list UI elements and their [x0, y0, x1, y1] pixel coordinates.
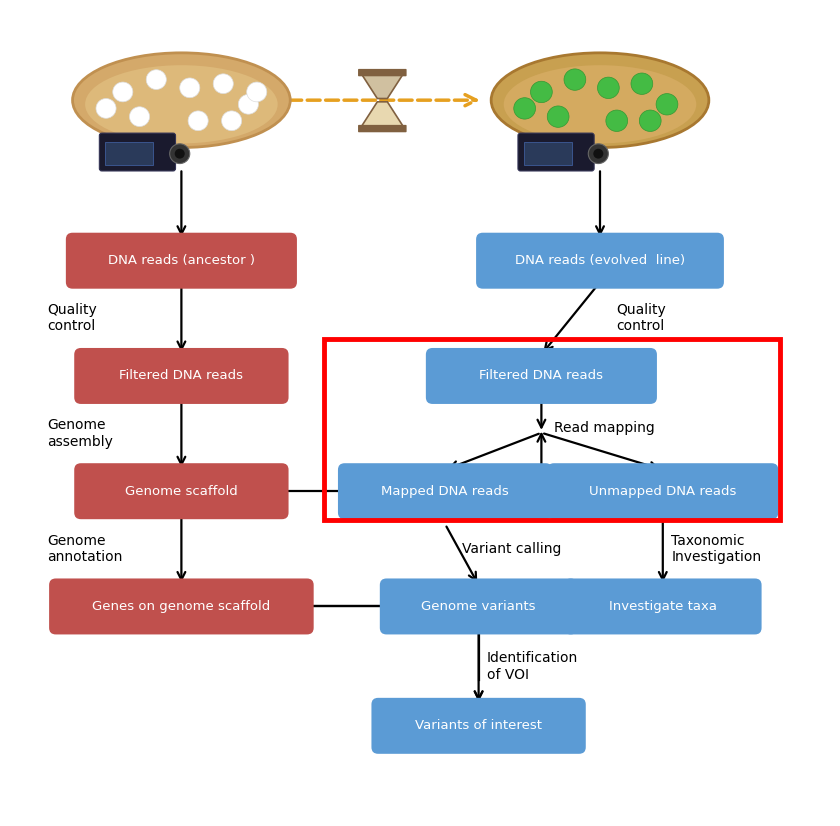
- Text: Filtered DNA reads: Filtered DNA reads: [480, 369, 603, 382]
- Text: Variants of interest: Variants of interest: [415, 719, 542, 733]
- Text: Quality
control: Quality control: [47, 303, 97, 334]
- Text: DNA reads (ancestor ): DNA reads (ancestor ): [108, 254, 255, 267]
- Circle shape: [531, 81, 552, 102]
- FancyBboxPatch shape: [564, 578, 762, 634]
- FancyBboxPatch shape: [105, 142, 153, 165]
- FancyBboxPatch shape: [49, 578, 313, 634]
- FancyBboxPatch shape: [518, 133, 594, 171]
- Circle shape: [188, 111, 208, 131]
- Bar: [323, 339, 780, 520]
- Circle shape: [222, 111, 242, 131]
- FancyBboxPatch shape: [371, 698, 585, 754]
- Circle shape: [146, 69, 166, 89]
- FancyBboxPatch shape: [74, 463, 289, 520]
- Circle shape: [639, 110, 661, 131]
- Text: Genome scaffold: Genome scaffold: [125, 485, 238, 498]
- Circle shape: [514, 97, 536, 119]
- FancyBboxPatch shape: [476, 233, 724, 289]
- Ellipse shape: [504, 65, 696, 144]
- Circle shape: [180, 78, 200, 97]
- FancyBboxPatch shape: [547, 463, 779, 520]
- Text: Investigate taxa: Investigate taxa: [609, 600, 717, 613]
- Circle shape: [175, 149, 185, 159]
- Circle shape: [213, 74, 234, 93]
- Text: Genome variants: Genome variants: [422, 600, 536, 613]
- Text: Taxonomic
Investigation: Taxonomic Investigation: [671, 534, 761, 564]
- Ellipse shape: [72, 53, 291, 148]
- Circle shape: [96, 98, 116, 118]
- Text: Read mapping: Read mapping: [554, 420, 654, 434]
- Text: Variant calling: Variant calling: [462, 542, 561, 556]
- Circle shape: [631, 73, 653, 94]
- FancyBboxPatch shape: [74, 348, 289, 404]
- FancyBboxPatch shape: [426, 348, 657, 404]
- Text: Genes on genome scaffold: Genes on genome scaffold: [92, 600, 270, 613]
- Circle shape: [129, 107, 150, 126]
- Circle shape: [564, 69, 585, 90]
- Text: Quality
control: Quality control: [617, 303, 666, 334]
- Text: Genome
assembly: Genome assembly: [47, 419, 113, 449]
- Ellipse shape: [491, 53, 709, 148]
- Circle shape: [606, 110, 627, 131]
- Text: Mapped DNA reads: Mapped DNA reads: [381, 485, 509, 498]
- Circle shape: [170, 144, 190, 164]
- FancyBboxPatch shape: [66, 233, 297, 289]
- Polygon shape: [361, 74, 403, 98]
- Text: Identification
of VOI: Identification of VOI: [487, 652, 578, 681]
- FancyBboxPatch shape: [358, 69, 407, 76]
- Text: Filtered DNA reads: Filtered DNA reads: [119, 369, 244, 382]
- FancyBboxPatch shape: [380, 578, 577, 634]
- Circle shape: [247, 82, 267, 102]
- Circle shape: [113, 82, 133, 102]
- Circle shape: [656, 93, 678, 115]
- FancyBboxPatch shape: [358, 125, 407, 132]
- Circle shape: [588, 144, 608, 164]
- Text: Genome
annotation: Genome annotation: [47, 534, 123, 564]
- Circle shape: [547, 106, 569, 127]
- FancyBboxPatch shape: [99, 133, 176, 171]
- Circle shape: [597, 77, 619, 98]
- Circle shape: [593, 149, 603, 159]
- Text: DNA reads (evolved  line): DNA reads (evolved line): [515, 254, 685, 267]
- FancyBboxPatch shape: [338, 463, 552, 520]
- FancyBboxPatch shape: [524, 142, 571, 165]
- Text: Unmapped DNA reads: Unmapped DNA reads: [589, 485, 737, 498]
- Circle shape: [239, 94, 259, 114]
- Ellipse shape: [85, 65, 278, 144]
- Polygon shape: [361, 102, 403, 126]
